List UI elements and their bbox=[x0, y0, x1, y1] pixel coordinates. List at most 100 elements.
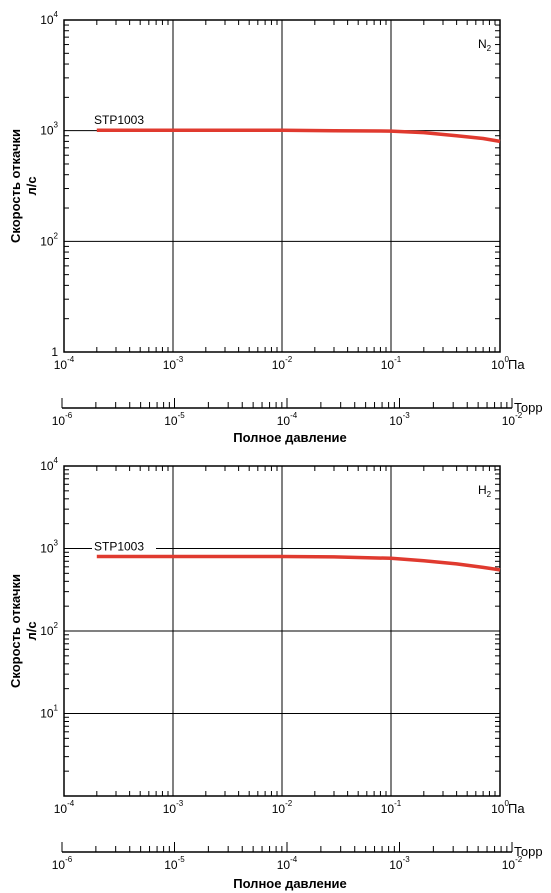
series-label-bg bbox=[92, 539, 156, 553]
torr-tick-label-exp: -6 bbox=[65, 411, 73, 420]
x-tick-label-exp: -1 bbox=[394, 799, 402, 808]
x-tick-label-exp: -4 bbox=[67, 799, 75, 808]
y-axis-title: Скорость откачки bbox=[8, 129, 23, 243]
x-tick-label: 10-3 bbox=[163, 355, 184, 372]
gas-label: N2 bbox=[478, 37, 492, 53]
torr-tick-label-base: 10 bbox=[277, 414, 291, 428]
x-tick-label-exp: 0 bbox=[504, 799, 509, 808]
x-unit-label: Па bbox=[508, 357, 525, 372]
x-tick-label: 10-1 bbox=[381, 355, 402, 372]
x-tick-label: 10-4 bbox=[54, 355, 75, 372]
series-line-stp1003 bbox=[96, 128, 501, 144]
plot-frame bbox=[63, 465, 501, 797]
y-tick-label-exp: 3 bbox=[54, 539, 59, 548]
x-tick-label: 10-2 bbox=[272, 799, 293, 816]
torr-tick-label: 10-5 bbox=[164, 411, 185, 428]
torr-tick-label: 10-3 bbox=[389, 411, 410, 428]
y-tick-label-base: 10 bbox=[40, 13, 54, 27]
torr-tick-label: 10-3 bbox=[389, 855, 410, 872]
y-tick-label: 104 bbox=[40, 10, 58, 27]
torr-tick-label-exp: -2 bbox=[515, 411, 523, 420]
x-tick-label-base: 10 bbox=[491, 358, 505, 372]
x-tick-label-exp: -1 bbox=[394, 355, 402, 364]
torr-unit-label: Торр bbox=[514, 844, 543, 859]
y-tick-label: 1 bbox=[51, 345, 58, 359]
y-tick-label-base: 10 bbox=[40, 459, 54, 473]
y-tick-label-exp: 4 bbox=[54, 10, 59, 19]
y-tick-label-base: 1 bbox=[51, 345, 58, 359]
x-unit-label: Па bbox=[508, 801, 525, 816]
torr-tick-label-base: 10 bbox=[164, 858, 178, 872]
series-label: STP1003 bbox=[94, 113, 144, 127]
y-tick-label: 102 bbox=[40, 621, 58, 638]
y-tick-label-exp: 3 bbox=[54, 121, 59, 130]
torr-tick-label: 10-6 bbox=[52, 855, 73, 872]
x-tick-label-base: 10 bbox=[163, 802, 177, 816]
x-tick-label: 10-1 bbox=[381, 799, 402, 816]
y-tick-label-exp: 1 bbox=[54, 704, 59, 713]
x-tick-label-exp: -2 bbox=[285, 799, 293, 808]
x-tick-label-base: 10 bbox=[381, 358, 395, 372]
x-tick-label-base: 10 bbox=[272, 802, 286, 816]
y-tick-label: 104 bbox=[40, 456, 58, 473]
x-tick-label-base: 10 bbox=[381, 802, 395, 816]
series-label-bg bbox=[92, 113, 156, 127]
x-tick-label: 100 bbox=[491, 799, 509, 816]
torr-tick-label: 10-5 bbox=[164, 855, 185, 872]
x-axis-title: Полное давление bbox=[233, 876, 347, 891]
y-axis-title: Скорость откачки bbox=[8, 574, 23, 688]
y-tick-label-exp: 2 bbox=[54, 621, 59, 630]
torr-tick-label: 10-2 bbox=[502, 411, 523, 428]
x-tick-label-base: 10 bbox=[54, 358, 68, 372]
y-tick-label-base: 10 bbox=[40, 234, 54, 248]
torr-tick-label-exp: -6 bbox=[65, 855, 73, 864]
torr-tick-label: 10-4 bbox=[277, 855, 298, 872]
x-tick-label-exp: 0 bbox=[504, 355, 509, 364]
x-tick-label-exp: -4 bbox=[67, 355, 75, 364]
torr-unit-label: Торр bbox=[514, 400, 543, 415]
x-axis-title: Полное давление bbox=[233, 430, 347, 445]
torr-tick-label-exp: -5 bbox=[178, 855, 186, 864]
y-tick-label: 103 bbox=[40, 539, 58, 556]
x-tick-label-exp: -3 bbox=[176, 355, 184, 364]
series-label: STP1003 bbox=[94, 539, 144, 553]
x-tick-label-base: 10 bbox=[491, 802, 505, 816]
x-tick-label-base: 10 bbox=[54, 802, 68, 816]
torr-tick-label-base: 10 bbox=[52, 414, 66, 428]
torr-tick-label-exp: -2 bbox=[515, 855, 523, 864]
gas-label-sub: 2 bbox=[487, 490, 492, 499]
torr-tick-label: 10-4 bbox=[277, 411, 298, 428]
gas-label-sub: 2 bbox=[487, 44, 492, 53]
plot-frame bbox=[63, 19, 501, 353]
torr-tick-label-exp: -4 bbox=[290, 411, 298, 420]
torr-tick-label-base: 10 bbox=[389, 858, 403, 872]
x-tick-label-exp: -3 bbox=[176, 799, 184, 808]
y-tick-label-exp: 4 bbox=[54, 456, 59, 465]
y-axis-unit: л/с bbox=[24, 176, 39, 195]
torr-tick-label-base: 10 bbox=[277, 858, 291, 872]
torr-tick-label-exp: -4 bbox=[290, 855, 298, 864]
x-tick-label-base: 10 bbox=[163, 358, 177, 372]
x-tick-label: 10-3 bbox=[163, 799, 184, 816]
y-tick-label-exp: 2 bbox=[54, 231, 59, 240]
torr-tick-label-base: 10 bbox=[389, 414, 403, 428]
x-tick-label-base: 10 bbox=[272, 358, 286, 372]
x-tick-label-exp: -2 bbox=[285, 355, 293, 364]
gas-label: H2 bbox=[478, 483, 492, 499]
torr-tick-label-base: 10 bbox=[164, 414, 178, 428]
gas-label-main: H bbox=[478, 483, 487, 497]
x-tick-label: 10-2 bbox=[272, 355, 293, 372]
y-tick-label-base: 10 bbox=[40, 624, 54, 638]
x-tick-label: 100 bbox=[491, 355, 509, 372]
y-tick-label: 103 bbox=[40, 121, 58, 138]
series-line-stp1003 bbox=[96, 554, 501, 572]
torr-tick-label-exp: -3 bbox=[403, 855, 411, 864]
torr-tick-label: 10-2 bbox=[502, 855, 523, 872]
gas-label-main: N bbox=[478, 37, 487, 51]
y-tick-label-base: 10 bbox=[40, 707, 54, 721]
y-tick-label: 102 bbox=[40, 231, 58, 248]
y-tick-label-base: 10 bbox=[40, 542, 54, 556]
